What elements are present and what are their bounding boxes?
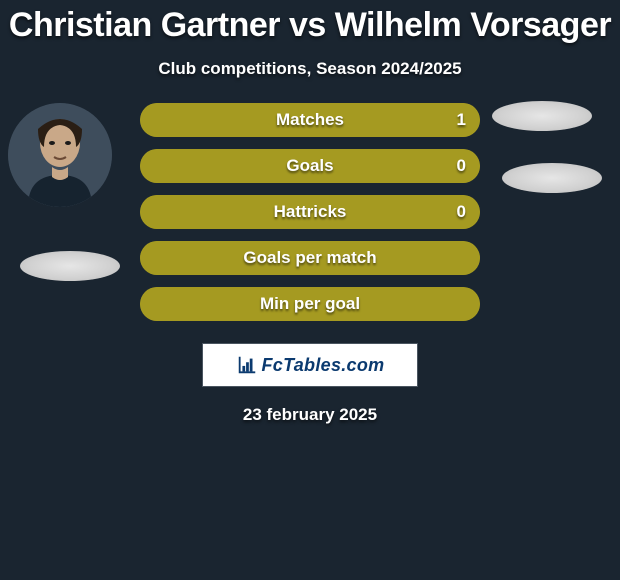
stat-value: 0 <box>457 195 466 229</box>
stat-label: Matches <box>140 103 480 137</box>
stat-row: Matches1 <box>140 103 480 137</box>
player-right-shadow-2 <box>502 163 602 193</box>
watermark-text: FcTables.com <box>262 355 385 376</box>
date-text: 23 february 2025 <box>0 405 620 425</box>
page-subtitle: Club competitions, Season 2024/2025 <box>0 59 620 79</box>
stat-label: Goals <box>140 149 480 183</box>
stat-label: Goals per match <box>140 241 480 275</box>
stat-row: Min per goal <box>140 287 480 321</box>
stat-rows: Matches1Goals0Hattricks0Goals per matchM… <box>140 103 480 333</box>
stat-row: Goals0 <box>140 149 480 183</box>
player-right-shadow-1 <box>492 101 592 131</box>
player-left-avatar <box>8 103 112 207</box>
page-title: Christian Gartner vs Wilhelm Vorsager <box>0 0 620 45</box>
avatar-placeholder-icon <box>8 103 112 207</box>
stat-row: Hattricks0 <box>140 195 480 229</box>
stat-label: Hattricks <box>140 195 480 229</box>
bar-chart-icon <box>236 354 258 376</box>
player-left-shadow <box>20 251 120 281</box>
stat-row: Goals per match <box>140 241 480 275</box>
stat-value: 0 <box>457 149 466 183</box>
stat-label: Min per goal <box>140 287 480 321</box>
watermark: FcTables.com <box>202 343 418 387</box>
stat-value: 1 <box>457 103 466 137</box>
